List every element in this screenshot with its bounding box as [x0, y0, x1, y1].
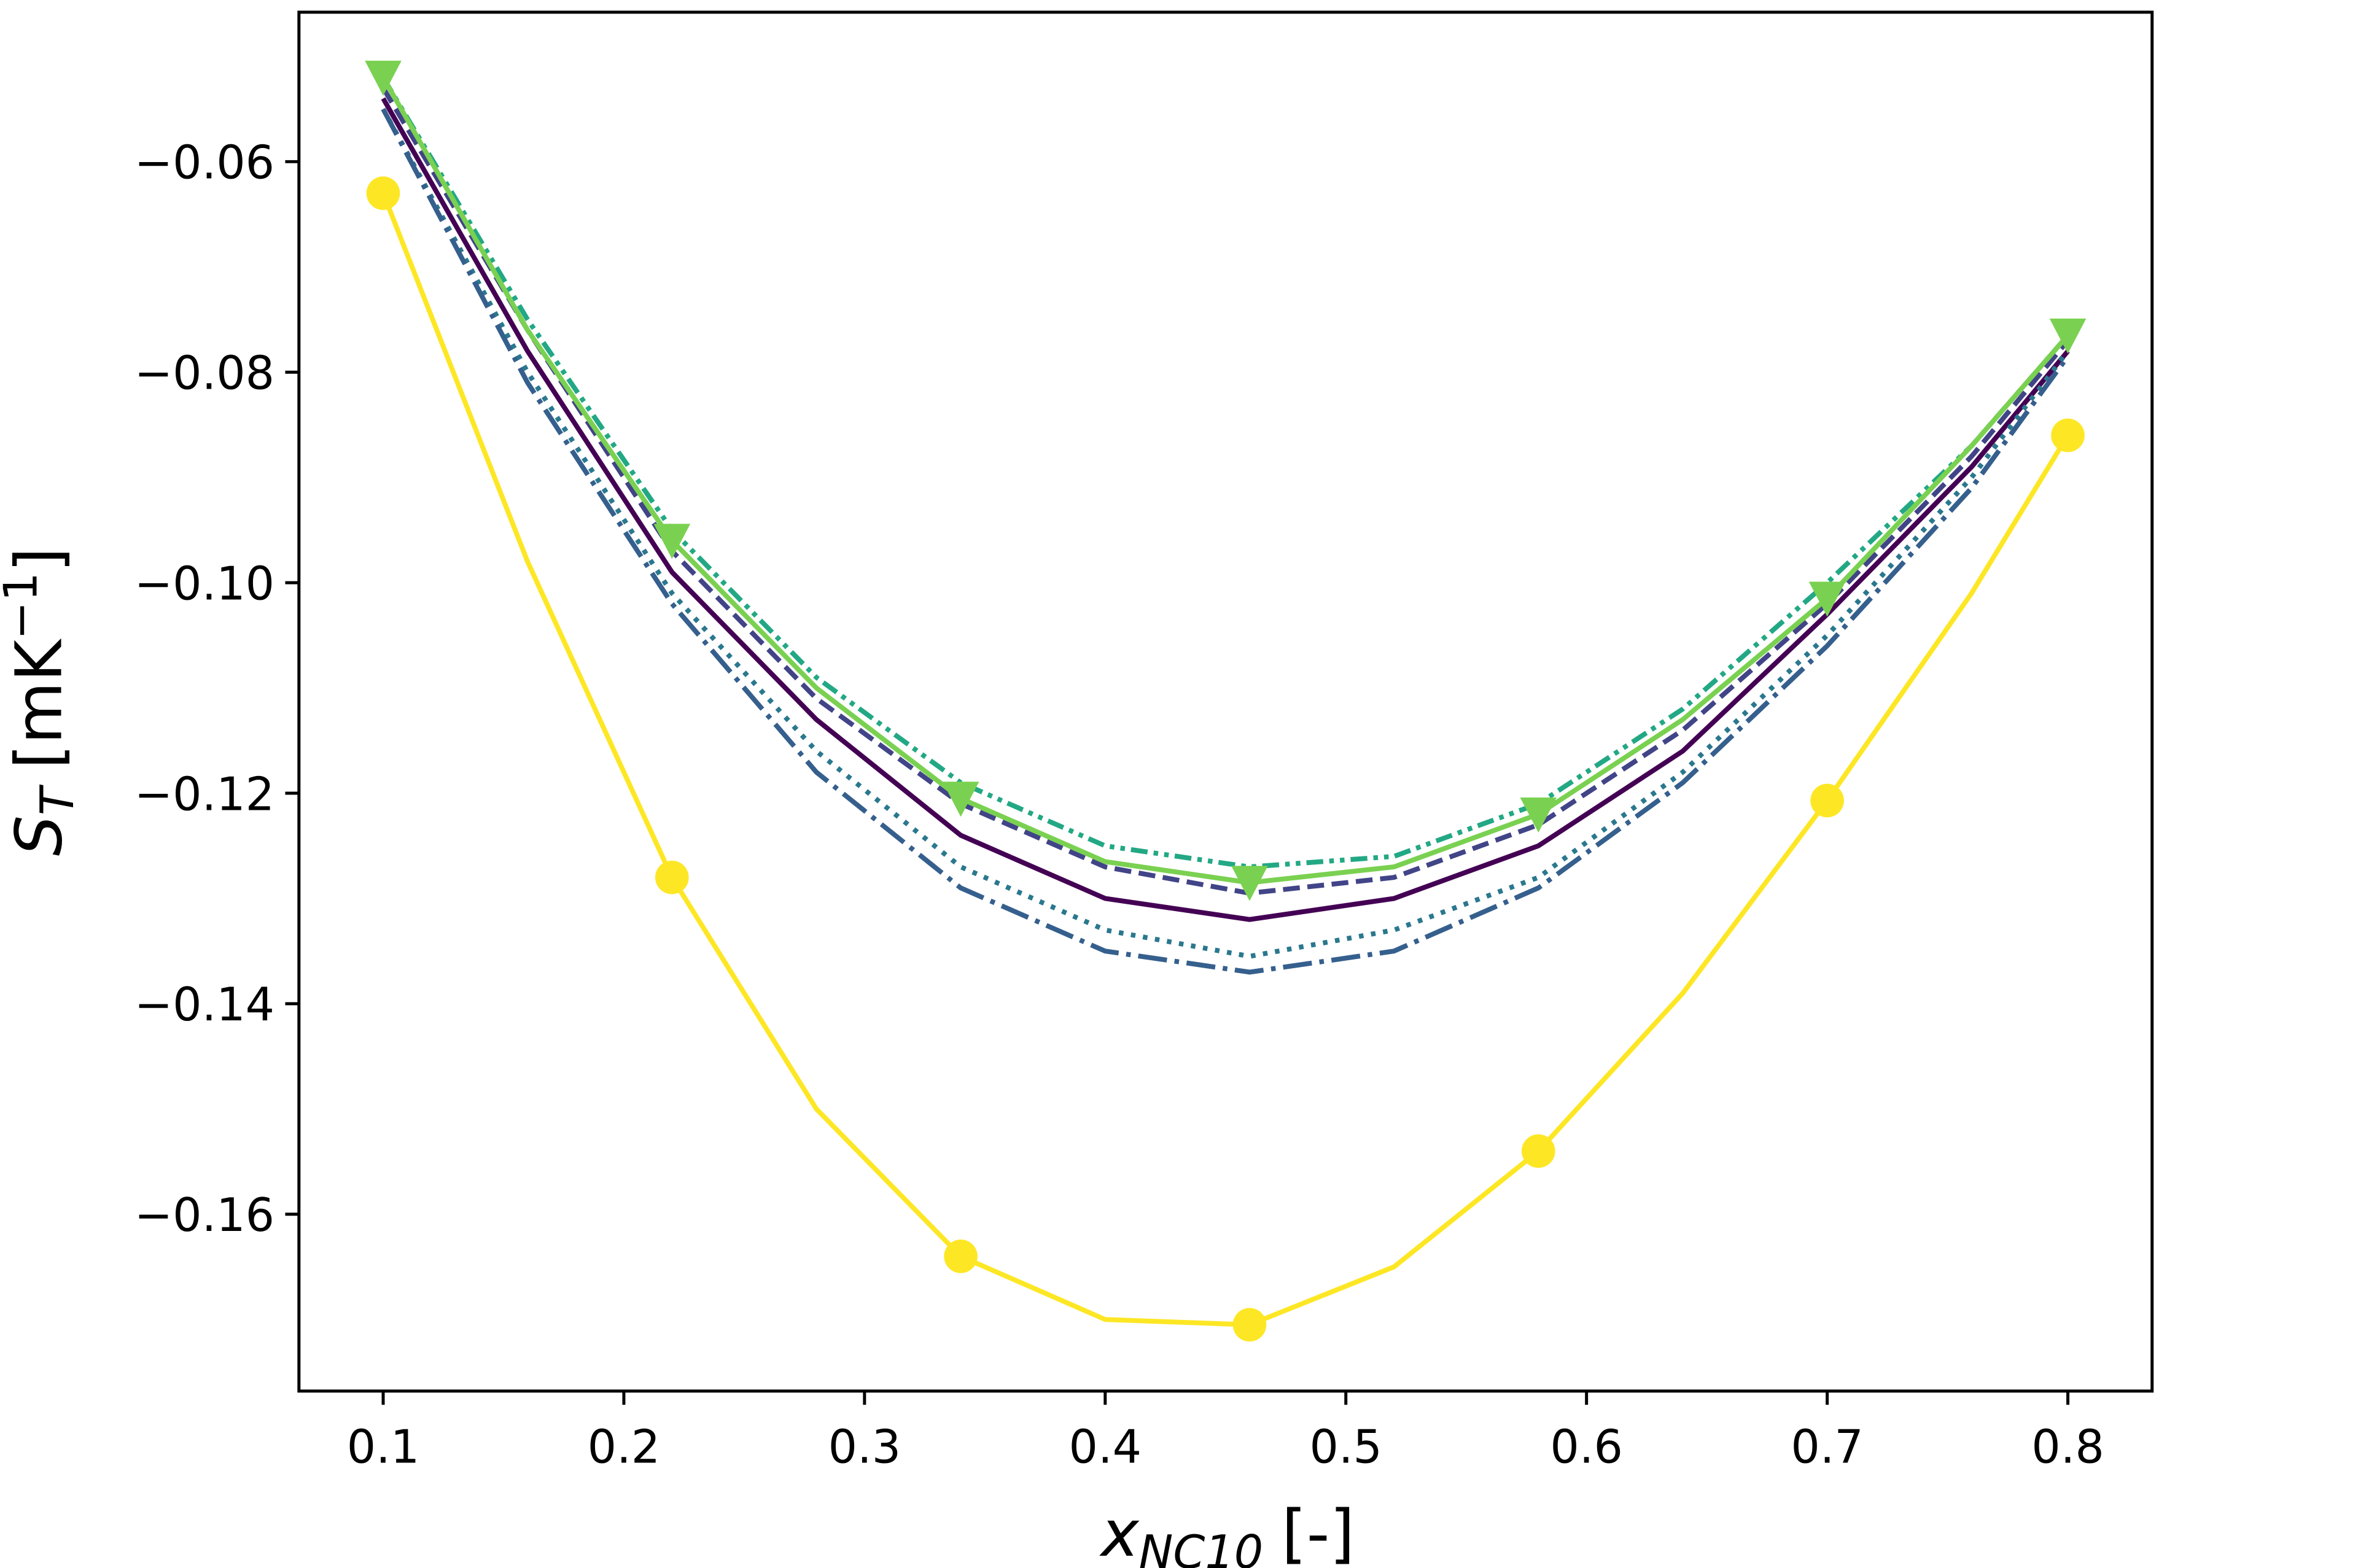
series-line — [381, 76, 2070, 885]
y-label-unit: [mK — [1, 638, 76, 769]
x-label-symbol: x — [1099, 1496, 1140, 1568]
marker — [366, 176, 400, 211]
marker — [942, 782, 979, 817]
x-tick-label: 0.6 — [1550, 1421, 1623, 1474]
x-label-subscript: NC10 — [1139, 1526, 1264, 1568]
y-tick-label: −0.08 — [134, 347, 274, 400]
marker — [1232, 1308, 1267, 1342]
y-tick-label: −0.12 — [134, 767, 274, 821]
y-label-subscript: T — [31, 784, 84, 815]
x-tick-label: 0.1 — [347, 1421, 420, 1474]
y-label-symbol: S — [1, 815, 76, 856]
x-tick-label: 0.3 — [828, 1421, 901, 1474]
x-label-unit: [-] — [1282, 1496, 1355, 1568]
x-tick-label: 0.4 — [1069, 1421, 1142, 1474]
x-tick-label: 0.5 — [1309, 1421, 1382, 1474]
marker — [1810, 783, 1844, 818]
y-tick-label: −0.06 — [134, 136, 274, 190]
marker — [653, 524, 691, 559]
y-label-exponent: −1 — [0, 572, 48, 640]
plot-frame — [297, 10, 2154, 1393]
marker — [1231, 866, 1268, 901]
marker — [2049, 318, 2087, 354]
x-axis-label: xNC10 [-] — [1099, 1496, 1355, 1568]
marker — [944, 1240, 978, 1273]
series-line — [381, 107, 2070, 959]
x-tick-label: 0.2 — [588, 1421, 661, 1474]
marker — [1521, 1134, 1555, 1168]
series-line — [381, 76, 2070, 870]
marker — [1520, 797, 1557, 833]
series-line — [381, 192, 2070, 1327]
x-tick-label: 0.8 — [2031, 1421, 2104, 1474]
y-tick-label: −0.10 — [134, 557, 274, 610]
marker — [2051, 418, 2085, 452]
y-tick-label: −0.14 — [134, 978, 274, 1031]
y-tick-label: −0.16 — [134, 1189, 274, 1242]
marker — [365, 60, 402, 96]
marker — [655, 860, 689, 895]
x-tick-label: 0.7 — [1791, 1421, 1864, 1474]
marker — [1808, 581, 1846, 617]
y-axis-label: ST [mK−1] — [0, 547, 84, 856]
y-label-close: ] — [1, 547, 76, 572]
series-line — [381, 107, 2070, 975]
